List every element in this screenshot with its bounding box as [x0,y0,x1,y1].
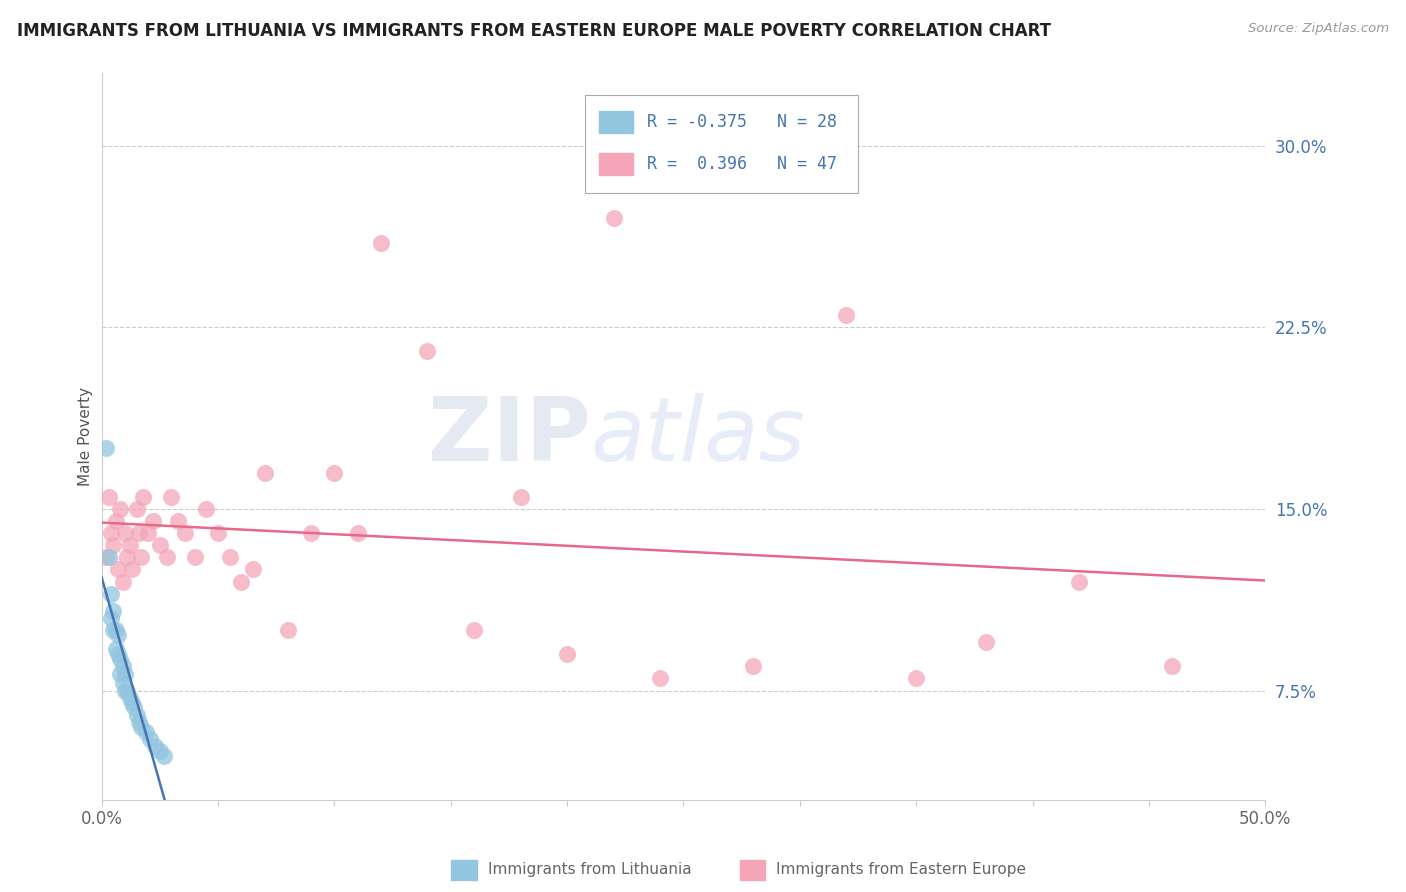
Point [323,466,346,480]
Point [299,526,322,541]
Point [135,724,157,739]
Point [183,550,205,565]
Point [156,550,179,565]
Point [139,731,162,746]
Point [128,714,150,729]
Point [100,526,122,541]
Point [905,672,928,686]
Point [122,700,145,714]
Point [103,623,125,637]
Point [111,676,134,690]
Point [167,514,190,528]
Point [253,466,276,480]
Text: atlas: atlas [591,393,806,479]
Point [1069,574,1091,589]
Text: R =  0.396   N = 47: R = 0.396 N = 47 [647,155,838,173]
Point [97,550,120,565]
Point [110,652,132,666]
Point [104,623,127,637]
FancyBboxPatch shape [585,95,858,193]
Point [835,308,858,322]
Point [96,442,118,456]
Point [121,562,143,576]
Point [242,562,264,576]
Point [125,707,148,722]
Point [129,720,152,734]
Text: IMMIGRANTS FROM LITHUANIA VS IMMIGRANTS FROM EASTERN EUROPE MALE POVERTY CORRELA: IMMIGRANTS FROM LITHUANIA VS IMMIGRANTS … [17,22,1050,40]
Point [195,502,218,516]
Point [463,623,485,637]
Point [149,744,172,758]
Point [174,526,197,541]
Point [509,490,531,504]
Text: Immigrants from Eastern Europe: Immigrants from Eastern Europe [776,863,1026,877]
Point [107,562,129,576]
Point [650,672,672,686]
Point [103,538,125,552]
Point [97,490,120,504]
Point [121,696,143,710]
Point [110,502,132,516]
Point [142,514,165,528]
Point [114,666,136,681]
Point [115,683,138,698]
Point [110,666,132,681]
Point [104,514,127,528]
Point [370,235,392,250]
Point [160,490,183,504]
Point [100,587,122,601]
Point [103,604,125,618]
Point [114,683,136,698]
Point [416,344,439,359]
Point [111,574,134,589]
Point [96,550,118,565]
Point [974,635,997,649]
Point [107,628,129,642]
Point [346,526,368,541]
Point [207,526,229,541]
Point [118,690,141,705]
Point [100,611,122,625]
Text: R = -0.375   N = 28: R = -0.375 N = 28 [647,113,838,131]
Point [149,538,172,552]
Point [136,526,159,541]
Point [129,550,152,565]
Point [107,647,129,661]
Point [218,550,240,565]
Point [104,642,127,657]
Point [555,647,578,661]
Point [602,211,624,226]
Point [115,550,138,565]
Text: ZIP: ZIP [427,392,591,480]
Point [128,526,150,541]
Point [742,659,765,673]
Point [277,623,299,637]
Point [114,526,136,541]
Point [111,659,134,673]
Bar [599,153,634,175]
Text: Immigrants from Lithuania: Immigrants from Lithuania [488,863,692,877]
Point [1161,659,1184,673]
Point [153,748,176,763]
Point [231,574,253,589]
Point [143,739,166,754]
Point [132,490,155,504]
Text: Source: ZipAtlas.com: Source: ZipAtlas.com [1249,22,1389,36]
Y-axis label: Male Poverty: Male Poverty [79,387,93,486]
Point [125,502,148,516]
Point [118,538,141,552]
Bar [599,112,634,133]
